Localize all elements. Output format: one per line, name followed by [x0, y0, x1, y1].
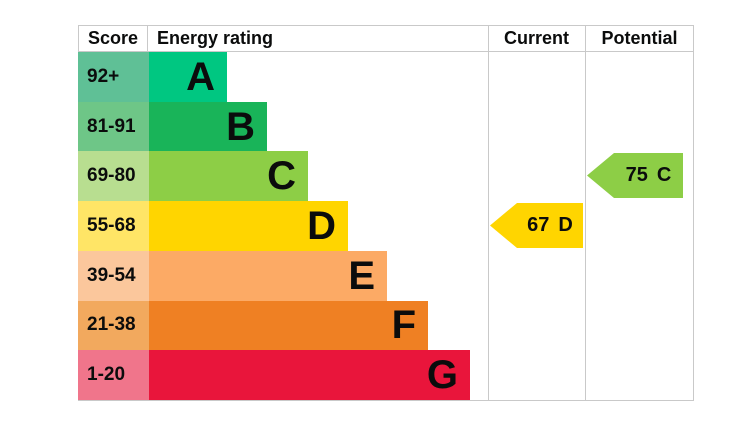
band-letter: A [186, 54, 215, 99]
band-bar-a: A [149, 52, 227, 102]
band-row-a: 92+ A [78, 52, 694, 102]
band-letter: D [307, 204, 336, 249]
band-letter: G [426, 353, 458, 398]
grid-line-potential-left [585, 25, 586, 401]
band-rows: 92+ A 81-91 B 69-80 C 55-68 D 39-54 E 21… [78, 52, 694, 401]
potential-rating-band: C [656, 164, 672, 186]
grid-line-current-left [488, 25, 489, 401]
band-row-f: 21-38 F [78, 300, 694, 351]
band-bar-c: C [149, 151, 308, 202]
current-rating-band: D [558, 214, 573, 236]
header-potential: Potential [601, 28, 678, 48]
band-score-range: 69-80 [78, 151, 149, 202]
band-row-c: 69-80 C [78, 151, 694, 202]
header-current: Current [503, 28, 569, 48]
potential-rating-value: 75 [625, 164, 648, 186]
band-letter: E [348, 253, 375, 298]
band-score-range: 81-91 [78, 101, 149, 152]
band-letter: B [226, 104, 255, 149]
band-letter: F [391, 303, 416, 348]
band-row-d: 55-68 D [78, 201, 694, 251]
band-score-range: 55-68 [78, 201, 149, 251]
band-bar-b: B [149, 101, 267, 152]
band-letter: C [267, 154, 296, 199]
band-bar-d: D [149, 201, 348, 251]
band-bar-g: G [149, 350, 470, 401]
band-score-range: 92+ [78, 52, 149, 102]
band-bar-f: F [149, 300, 428, 351]
band-bar-e: E [149, 250, 387, 301]
grid-line-bottom [78, 400, 694, 401]
header-score: Score [78, 26, 148, 51]
band-score-range: 21-38 [78, 300, 149, 351]
table-header: Score Energy rating Current Potential [78, 25, 694, 52]
band-row-g: 1-20 G [78, 350, 694, 401]
grid-line-right [693, 25, 694, 401]
header-energy-rating: Energy rating [157, 28, 274, 48]
band-row-e: 39-54 E [78, 250, 694, 301]
band-row-b: 81-91 B [78, 101, 694, 152]
band-score-range: 1-20 [78, 350, 149, 401]
current-rating-value: 67 [527, 214, 550, 236]
band-score-range: 39-54 [78, 250, 149, 301]
